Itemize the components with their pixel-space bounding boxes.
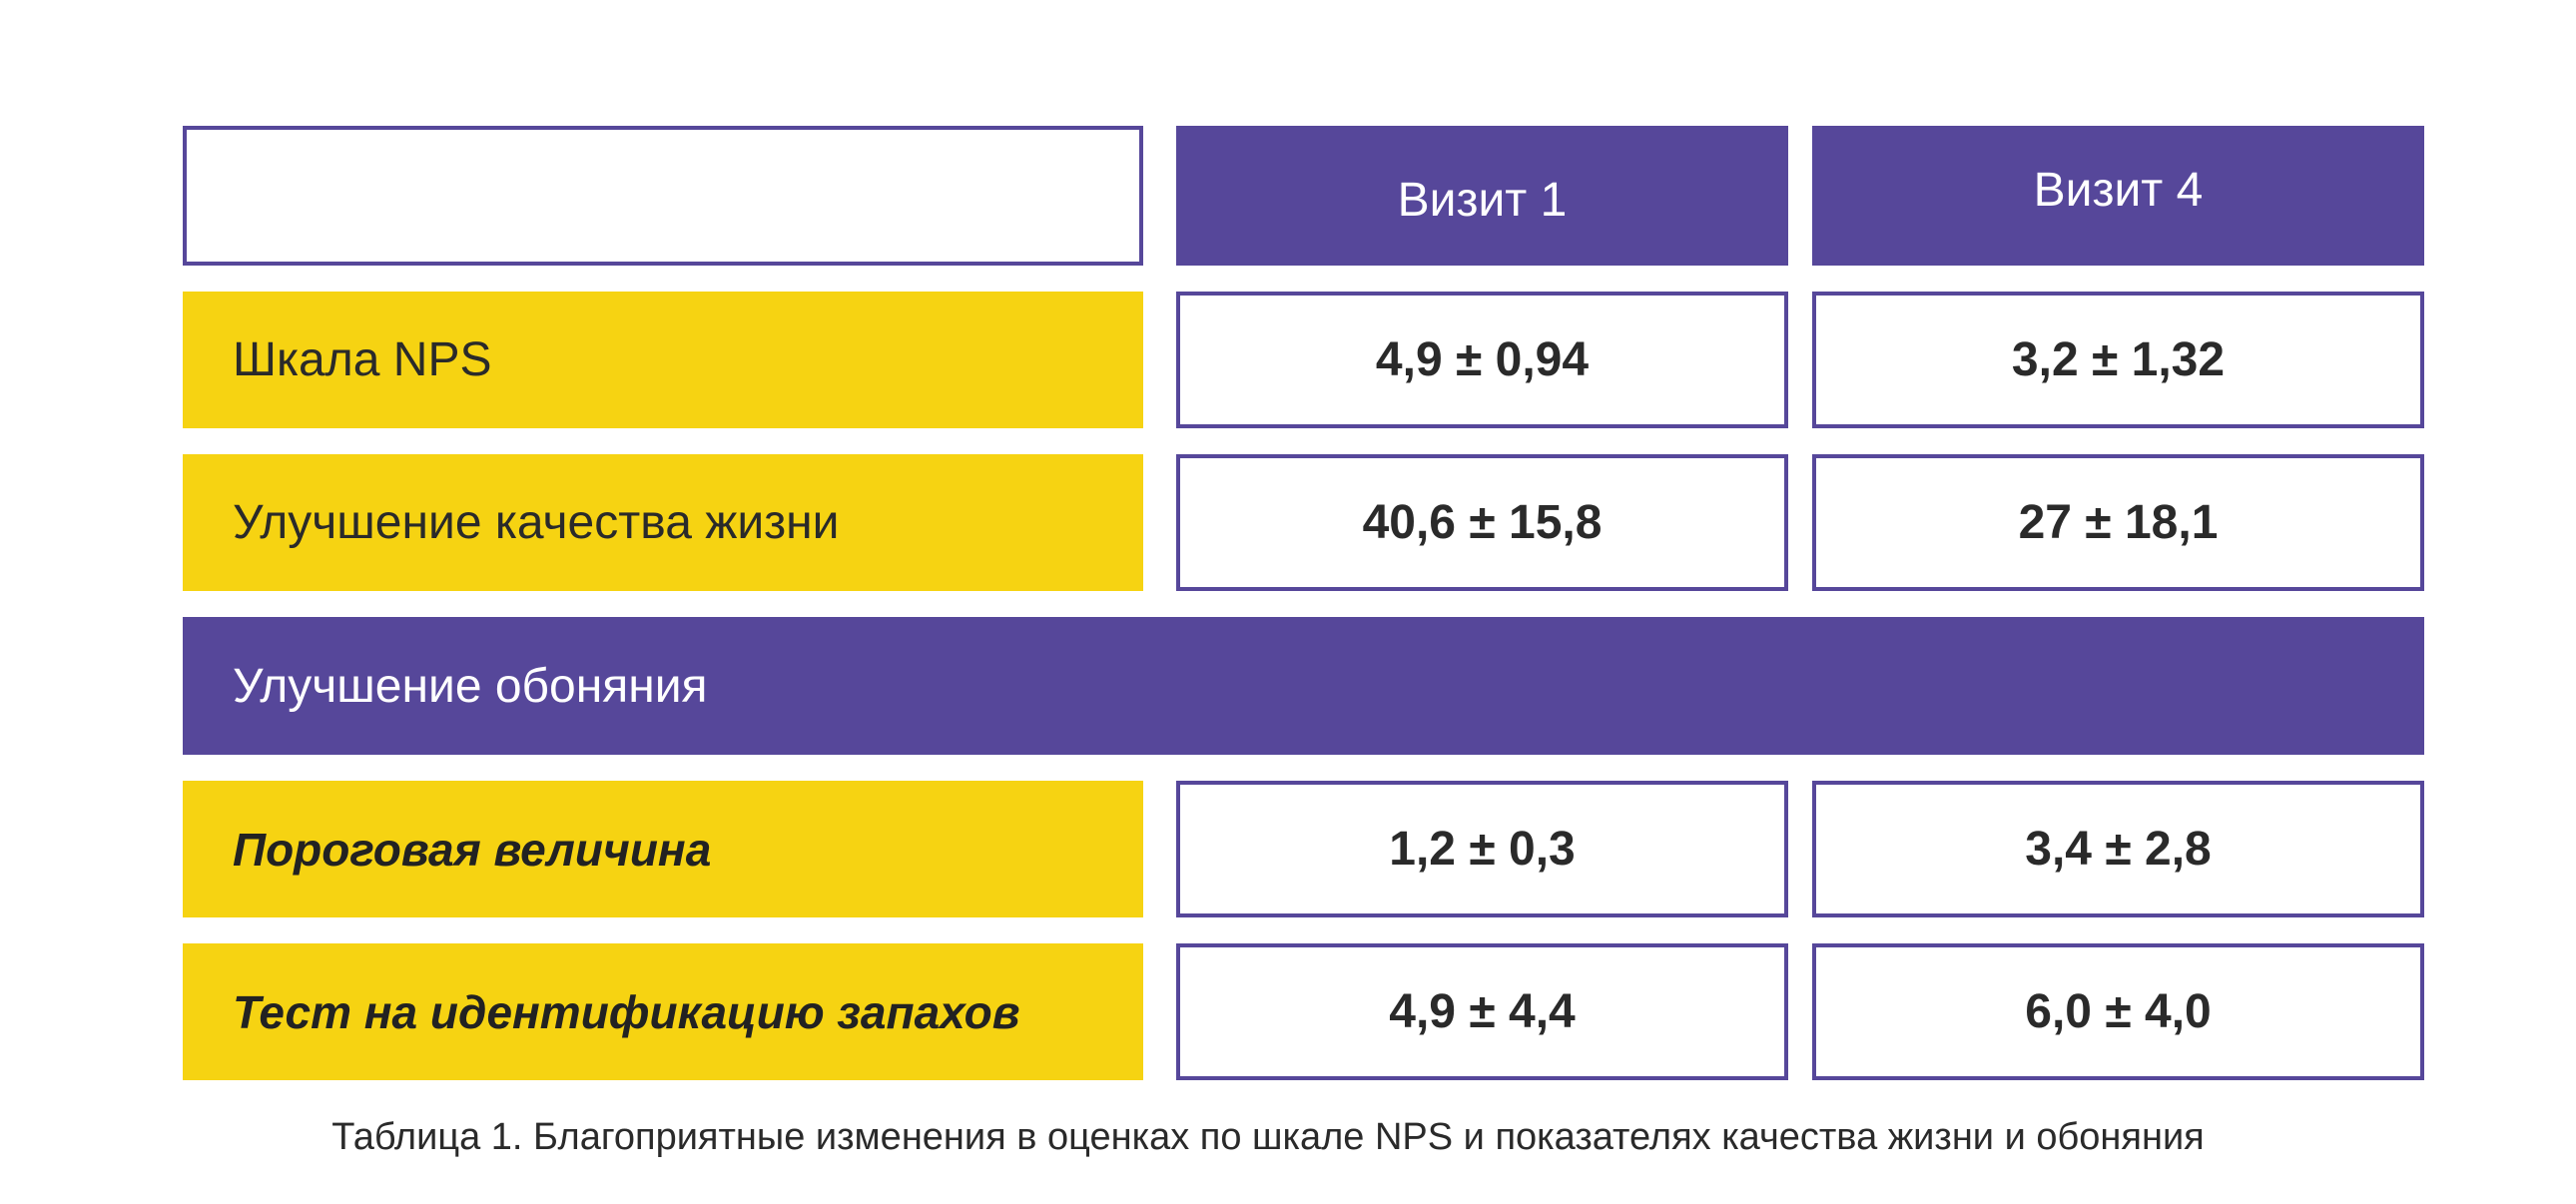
column-header-visit-4: Визит 4 — [1812, 126, 2424, 266]
row-label-odor-identification: Тест на идентификацию запахов — [183, 943, 1143, 1080]
table-caption: Таблица 1. Благоприятные изменения в оце… — [331, 1116, 2205, 1158]
section-header-smell-improvement: Улучшение обоняния — [183, 617, 2424, 755]
value-quality-of-life-visit-4: 27 ± 18,1 — [1812, 454, 2424, 591]
value-threshold-visit-4: 3,4 ± 2,8 — [1812, 781, 2424, 917]
row-label-nps-scale: Шкала NPS — [183, 292, 1143, 428]
value-threshold-visit-1: 1,2 ± 0,3 — [1176, 781, 1788, 917]
row-label-quality-of-life: Улучшение качества жизни — [183, 454, 1143, 591]
value-quality-of-life-visit-1: 40,6 ± 15,8 — [1176, 454, 1788, 591]
value-odor-identification-visit-1: 4,9 ± 4,4 — [1176, 943, 1788, 1080]
row-label-threshold: Пороговая величина — [183, 781, 1143, 917]
value-nps-visit-4: 3,2 ± 1,32 — [1812, 292, 2424, 428]
column-header-visit-1: Визит 1 — [1176, 126, 1788, 266]
header-empty-cell — [183, 126, 1143, 266]
value-nps-visit-1: 4,9 ± 0,94 — [1176, 292, 1788, 428]
value-odor-identification-visit-4: 6,0 ± 4,0 — [1812, 943, 2424, 1080]
